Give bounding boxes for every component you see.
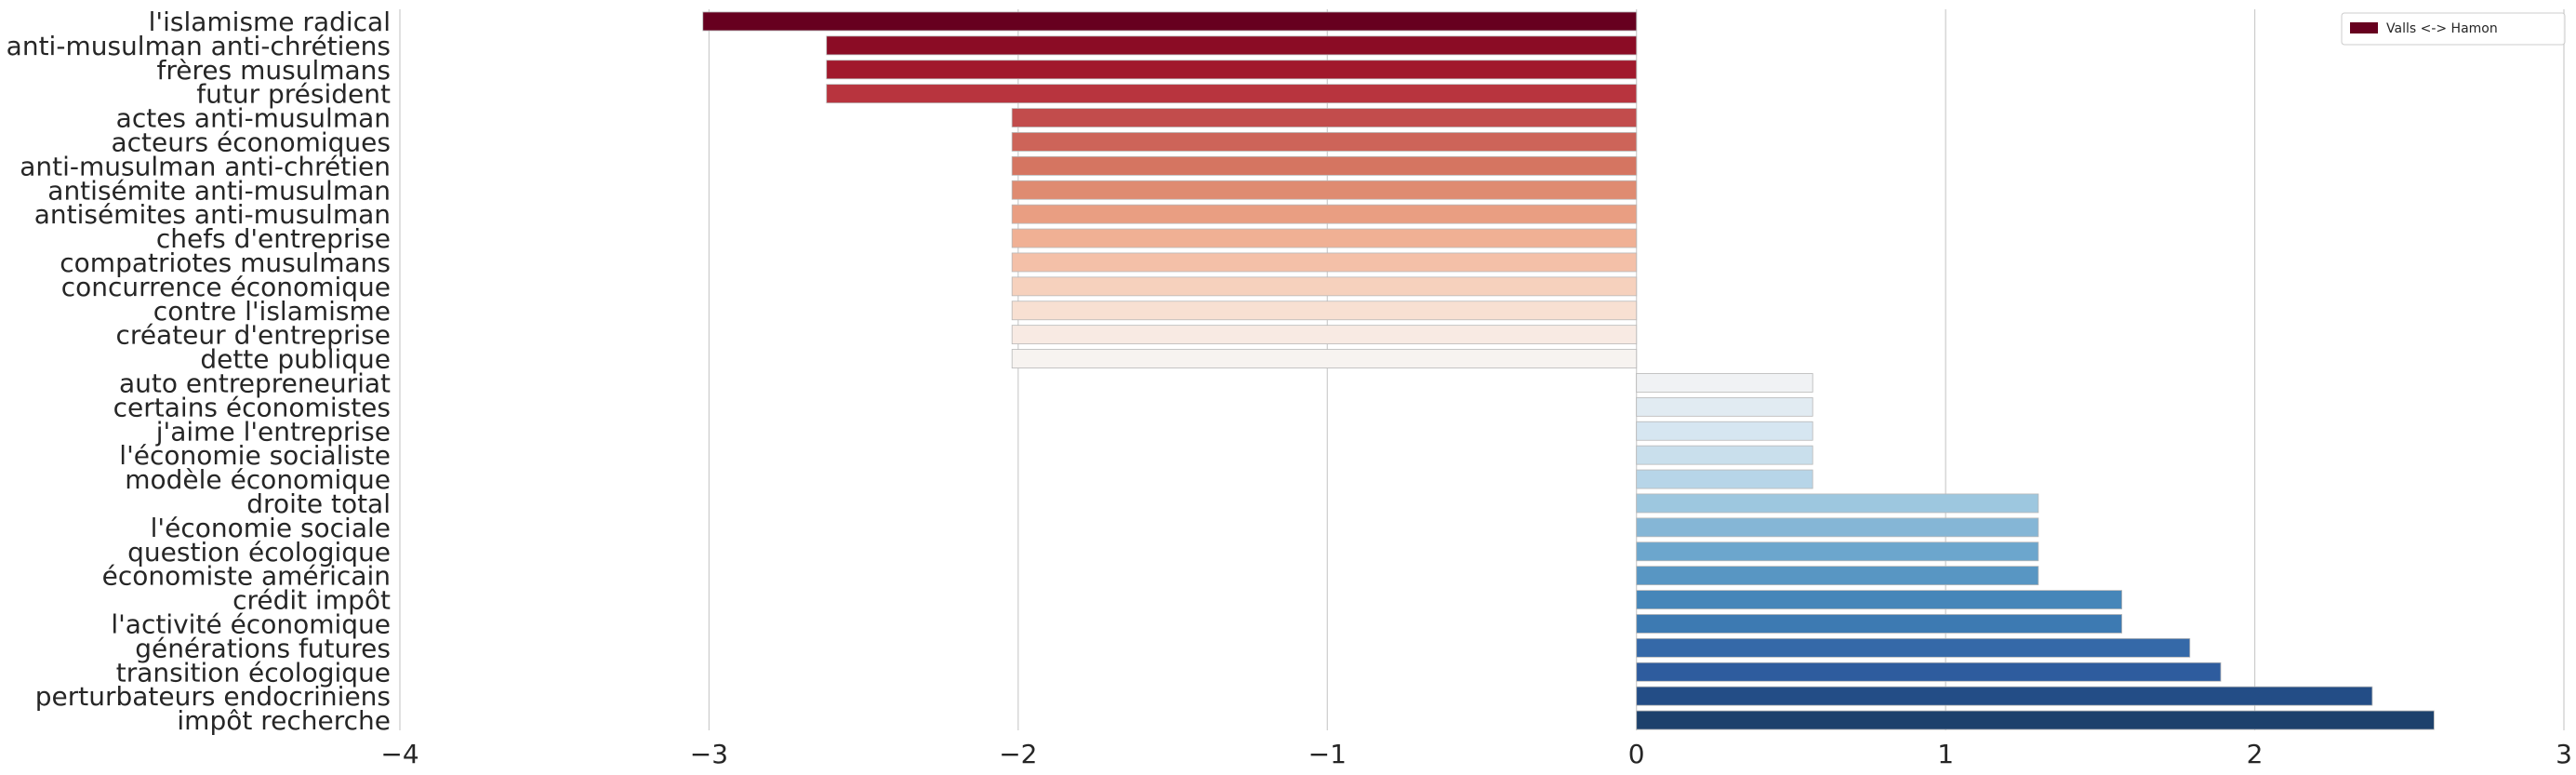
bar-25: [1636, 614, 2123, 634]
category-label-14: dette publique: [200, 344, 391, 375]
bar-18: [1636, 445, 1813, 465]
category-label-8: antisémites anti-musulman: [34, 199, 391, 230]
category-label-29: impôt recherche: [177, 705, 391, 736]
bar-7: [1011, 180, 1638, 200]
category-label-0: l'islamisme radical: [149, 7, 391, 37]
legend: Valls <-> Hamon: [2341, 12, 2566, 46]
category-label-3: futur président: [196, 79, 391, 110]
bar-16: [1636, 396, 1813, 417]
category-label-6: anti-musulman anti-chrétien: [20, 151, 391, 181]
bar-26: [1636, 637, 2191, 658]
category-label-12: contre l'islamisme: [153, 296, 391, 327]
bar-24: [1636, 590, 2123, 609]
category-label-16: certains économistes: [113, 392, 391, 422]
bar-19: [1636, 469, 1813, 489]
bar-12: [1011, 301, 1638, 321]
category-label-15: auto entrepreneuriat: [119, 367, 391, 398]
category-label-17: j'aime l'entreprise: [155, 416, 391, 447]
x-tick-label-7: 3: [2556, 739, 2572, 769]
bar-21: [1636, 517, 2039, 538]
bar-8: [1011, 204, 1638, 224]
bar-10: [1011, 252, 1638, 273]
bars: [702, 11, 2435, 730]
category-label-21: l'économie sociale: [151, 513, 391, 543]
category-label-10: compatriotes musulmans: [60, 247, 391, 278]
bar-4: [1011, 108, 1638, 127]
x-tick-label-5: 1: [1937, 739, 1954, 769]
category-label-23: économiste américain: [102, 561, 391, 592]
bar-1: [826, 35, 1638, 56]
x-tick-label-2: −2: [999, 739, 1037, 769]
category-label-24: crédit impôt: [232, 585, 391, 616]
category-label-27: transition écologique: [116, 657, 391, 688]
bar-2: [826, 60, 1638, 80]
bar-27: [1636, 661, 2222, 682]
bar-5: [1011, 132, 1638, 152]
legend-entry-label: Valls <-> Hamon: [2386, 21, 2498, 36]
bar-6: [1011, 155, 1638, 176]
category-label-13: créateur d'entreprise: [116, 320, 391, 351]
x-tick-label-0: −4: [380, 739, 418, 769]
bar-0: [702, 11, 1638, 32]
bar-13: [1011, 325, 1638, 345]
bar-22: [1636, 541, 2039, 562]
category-label-22: question écologique: [127, 537, 391, 568]
bar-3: [826, 84, 1638, 104]
x-axis-tick-labels: −4 −3 −2 −1 0 1 2 3: [380, 739, 2572, 769]
category-label-5: acteurs économiques: [111, 127, 391, 157]
category-label-26: générations futures: [135, 633, 391, 663]
bar-23: [1636, 566, 2039, 586]
category-label-11: concurrence économique: [61, 272, 391, 302]
bar-14: [1011, 349, 1638, 368]
category-label-4: actes anti-musulman: [116, 103, 391, 134]
x-tick-label-1: −3: [690, 739, 728, 769]
category-label-7: antisémite anti-musulman: [47, 175, 391, 206]
x-tick-label-3: −1: [1308, 739, 1347, 769]
category-label-1: anti-musulman anti-chrétiens: [7, 31, 391, 61]
legend-swatch: [2350, 22, 2378, 33]
category-label-9: chefs d'entreprise: [156, 223, 391, 254]
gridlines: [399, 9, 2565, 730]
category-label-18: l'économie socialiste: [119, 440, 391, 471]
x-tick-label-4: 0: [1628, 739, 1645, 769]
x-tick-label-6: 2: [2247, 739, 2264, 769]
bar-29: [1636, 710, 2435, 730]
category-label-28: perturbateurs endocriniens: [35, 681, 391, 712]
legend-frame: [2341, 12, 2566, 46]
bar-15: [1636, 373, 1813, 393]
bar-17: [1636, 421, 1813, 441]
bar-11: [1011, 276, 1638, 297]
category-label-19: modèle économique: [125, 464, 391, 495]
category-label-2: frères musulmans: [157, 55, 392, 86]
bar-20: [1636, 493, 2039, 514]
category-label-25: l'activité économique: [111, 608, 391, 639]
category-label-20: droite total: [246, 488, 391, 519]
bar-28: [1636, 686, 2373, 706]
bar-9: [1011, 228, 1638, 248]
